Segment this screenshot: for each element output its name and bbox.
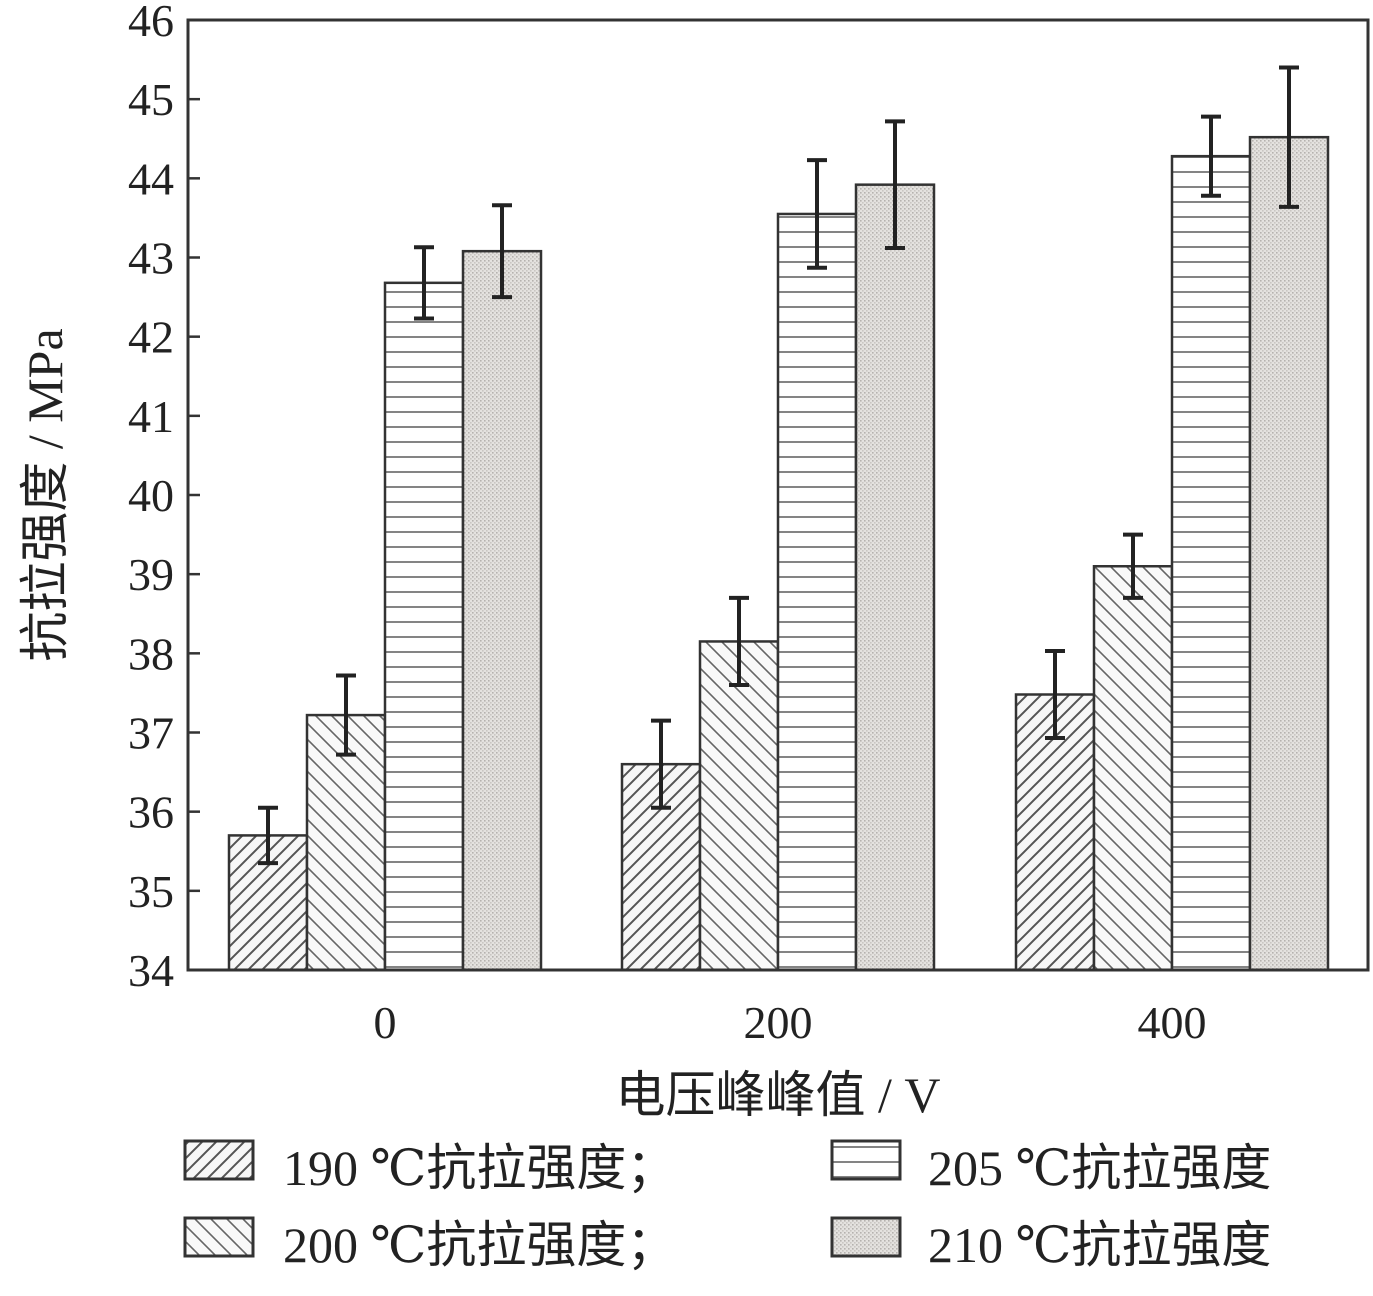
bar [698,640,780,972]
y-tick-label: 38 [128,628,174,679]
plot-frame [186,18,1370,972]
legend-label: 190 ℃抗拉强度； [283,1140,676,1196]
y-tick-label: 42 [128,312,174,363]
legend-swatch [830,1216,902,1258]
y-tick-label: 36 [128,787,174,838]
y-tick-label: 37 [128,708,174,759]
bar [1248,135,1330,972]
y-tick-label: 34 [128,945,174,996]
y-tick-label: 35 [128,866,174,917]
legend-label: 210 ℃抗拉强度 [928,1217,1271,1273]
x-tick-label: 0 [374,997,397,1048]
y-tick-label: 39 [128,549,174,600]
legend-swatch [183,1139,255,1181]
bar [1092,565,1174,972]
bar [461,249,543,972]
x-tick-label: 200 [744,997,813,1048]
legend-swatch [183,1216,255,1258]
legend-swatch [830,1139,902,1181]
y-tick-label: 43 [128,233,174,284]
x-tick-label: 400 [1138,997,1207,1048]
legend-label: 205 ℃抗拉强度 [928,1140,1271,1196]
bar [1014,693,1096,972]
y-axis-title: 抗拉强度 / MPa [17,328,73,661]
legend-label: 200 ℃抗拉强度； [283,1217,676,1273]
y-tick-label: 46 [128,0,174,46]
legend: 190 ℃抗拉强度； 200 ℃抗拉强度； 205 ℃抗拉强度 210 ℃抗拉强度 [183,1139,1271,1273]
x-axis-title: 电压峰峰值 / V [616,1067,941,1123]
bar [776,212,858,972]
y-tick-label: 41 [128,391,174,442]
y-tick-label: 44 [128,153,174,204]
bar [1170,154,1252,972]
bar [383,281,465,972]
bar [854,183,936,972]
y-tick-label: 45 [128,74,174,125]
y-tick-label: 40 [128,470,174,521]
